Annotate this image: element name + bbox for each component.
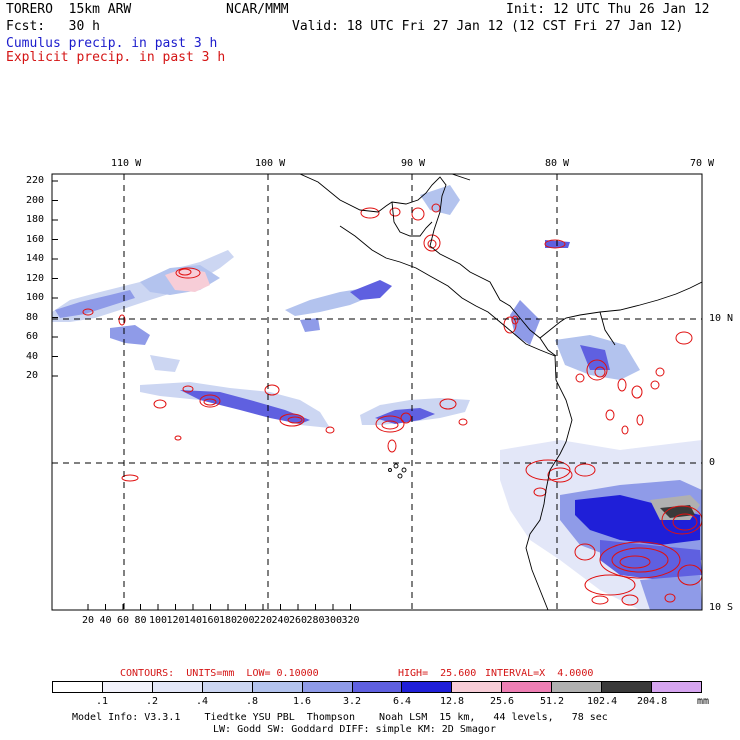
colorbar-label: 3.2 <box>343 696 362 707</box>
y-tick-label: 200 <box>26 194 45 206</box>
valid-time: Valid: 18 UTC Fri 27 Jan 12 (12 CST Fri … <box>292 19 684 34</box>
colorbar-swatch <box>502 682 553 692</box>
y-tick-label: 120 <box>26 272 45 284</box>
contour-units: CONTOURS: UNITS=mm LOW= 0.10000 <box>120 668 319 679</box>
y-tick-label: 140 <box>26 253 45 264</box>
colorbar-swatch <box>202 682 253 692</box>
lon-label: 80 W <box>545 158 570 169</box>
colorbar-label: 51.2 <box>540 696 565 707</box>
field-cumulus-label: Cumulus precip. in past 3 h <box>6 36 218 51</box>
y-tick-label: 20 <box>26 370 39 381</box>
x-tick-label: 240 <box>271 615 290 626</box>
forecast-hour: Fcst: 30 h <box>6 19 100 34</box>
colorbar-label: .2 <box>146 696 159 707</box>
colorbar-swatch <box>302 682 353 692</box>
graticule <box>52 174 702 610</box>
colorbar-label: 204.8 <box>637 696 668 707</box>
colorbar-label: .8 <box>246 696 259 707</box>
y-tick-label: 40 <box>26 350 39 362</box>
map-frame <box>51 173 703 611</box>
colorbar-swatch <box>552 682 603 692</box>
colorbar-label: 1.6 <box>293 696 312 707</box>
cumulus-shading <box>52 185 702 610</box>
colorbar-swatch <box>402 682 453 692</box>
y-tick-label: 100 <box>26 292 45 303</box>
colorbar-unit: mm <box>697 696 710 707</box>
model-info: Model Info: V3.3.1 Tiedtke YSU PBL Thomp… <box>72 712 608 723</box>
lon-label: 110 W <box>111 158 142 169</box>
y-tick-label: 160 <box>26 233 45 245</box>
colorbar <box>52 681 702 693</box>
y-tick-label: 80 <box>26 311 39 323</box>
init-time: Init: 12 UTC Thu 26 Jan 12 <box>506 2 710 17</box>
colorbar-swatch <box>252 682 303 692</box>
physics-info: LW: Godd SW: Goddard DIFF: simple KM: 2D… <box>213 724 496 735</box>
x-tick-label: 140 <box>184 615 203 626</box>
lon-label: 90 W <box>401 158 426 169</box>
x-tick-label: 20 <box>82 615 95 626</box>
colorbar-label: 102.4 <box>587 696 618 707</box>
colorbar-swatch <box>352 682 403 692</box>
lat-label: 10 S <box>709 602 734 613</box>
lon-label: 100 W <box>255 158 286 169</box>
x-tick-label: 60 <box>117 615 130 626</box>
x-tick-label: 200 <box>236 615 255 626</box>
y-tick-label: 180 <box>26 214 45 225</box>
x-tick-label: 300 <box>324 615 343 626</box>
colorbar-label: 25.6 <box>490 696 515 707</box>
contour-interval: INTERVAL=X 4.0000 <box>485 668 594 679</box>
colorbar-swatch <box>53 682 103 692</box>
colorbar-label: 6.4 <box>393 696 412 707</box>
colorbar-swatch <box>652 682 701 692</box>
colorbar-label: .1 <box>96 696 109 707</box>
x-tick-label: 220 <box>254 615 273 626</box>
colorbar-swatch <box>452 682 503 692</box>
lon-label: 70 W <box>690 158 715 169</box>
x-tick-label: 40 <box>99 615 112 626</box>
y-tick-label: 60 <box>26 331 39 342</box>
y-tick-label: 220 <box>26 175 45 186</box>
precip-field <box>52 174 702 610</box>
colorbar-label: 12.8 <box>440 696 465 707</box>
colorbar-swatch <box>602 682 653 692</box>
x-tick-label: 260 <box>289 615 308 626</box>
x-tick-label: 280 <box>306 615 325 626</box>
coastlines <box>299 174 702 610</box>
axis-ticks <box>52 180 351 610</box>
colorbar-swatch <box>152 682 203 692</box>
contour-high: HIGH= 25.600 <box>398 668 477 679</box>
x-tick-label: 160 <box>201 615 220 626</box>
org-label: NCAR/MMM <box>226 2 289 17</box>
colorbar-label: .4 <box>196 696 209 707</box>
x-tick-label: 80 <box>134 615 147 626</box>
lat-label: 0 <box>709 457 716 468</box>
colorbar-swatch <box>102 682 153 692</box>
model-title: TORERO 15km ARW <box>6 2 132 17</box>
field-explicit-label: Explicit precip. in past 3 h <box>6 50 226 65</box>
x-tick-label: 320 <box>341 615 360 626</box>
explicit-contours <box>82 203 702 606</box>
lat-label: 10 N <box>709 313 734 324</box>
x-tick-label: 120 <box>166 615 185 626</box>
x-tick-label: 100 <box>149 615 168 626</box>
x-tick-label: 180 <box>219 615 238 626</box>
